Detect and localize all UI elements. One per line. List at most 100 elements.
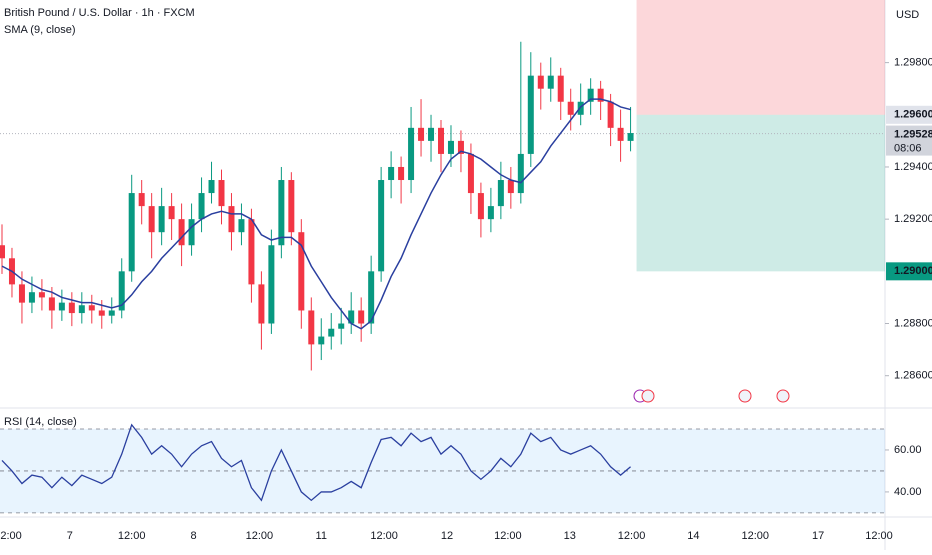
event-icon[interactable] — [776, 389, 790, 403]
sma-line — [1, 98, 631, 330]
candle-body — [328, 328, 335, 337]
candle-body — [527, 75, 534, 154]
x-tick-label: 12:00 — [246, 530, 274, 542]
candle-body — [408, 127, 415, 181]
candle-body — [447, 140, 454, 154]
candle-body — [418, 127, 425, 141]
currency[interactable]: USD — [896, 9, 919, 21]
plot — [0, 0, 885, 371]
candle-body — [288, 180, 295, 233]
event-icons — [633, 389, 790, 403]
candle-body — [238, 219, 245, 233]
candle-body — [208, 180, 215, 194]
candle-body — [587, 88, 594, 102]
candle-body — [428, 127, 435, 141]
x-tick-label: 14 — [687, 530, 699, 542]
y-tick-label: 1.28600 — [894, 370, 932, 382]
candle-body — [507, 180, 514, 194]
y-tick-label: 1.28800 — [894, 317, 932, 329]
candle-body — [467, 153, 474, 194]
indicator-label: SMA (9, close) — [4, 24, 76, 36]
x-tick-label: 12:00 — [618, 530, 646, 542]
target-label: 1.29000 — [894, 265, 932, 277]
stop-zone — [636, 0, 885, 115]
candle-body — [457, 140, 464, 154]
candle-body — [58, 302, 65, 311]
x-tick-label: 12:00 — [0, 530, 22, 542]
x-tick-label: 12:00 — [118, 530, 146, 542]
candle-body — [188, 219, 195, 246]
candle-body — [388, 166, 395, 181]
candle-body — [278, 180, 285, 246]
target-label-box — [886, 262, 932, 281]
x-tick-label: 12:00 — [494, 530, 522, 542]
candle-body — [378, 180, 385, 272]
candle-body — [158, 206, 165, 233]
candle-body — [617, 127, 624, 141]
chart-title: British Pound / U.S. Dollar · 1h · FXCM — [4, 7, 195, 19]
candle-body — [248, 219, 255, 285]
candle-body — [577, 101, 584, 115]
countdown: 08:06 — [894, 142, 922, 154]
candle-body — [88, 305, 95, 311]
candle-body — [487, 206, 494, 220]
x-tick-label: 17 — [812, 530, 824, 542]
candle-body — [68, 302, 75, 314]
candle-body — [477, 193, 484, 220]
candle-body — [168, 206, 175, 220]
candle-body — [368, 271, 375, 324]
candle-body — [258, 284, 265, 324]
candle-body — [597, 88, 604, 102]
candle-body — [497, 180, 504, 207]
candle-body — [18, 284, 25, 303]
candle-body — [98, 310, 105, 316]
candle-body — [228, 206, 235, 233]
candle-body — [308, 310, 315, 345]
y-tick-label: 1.29400 — [894, 161, 932, 173]
event-icon[interactable] — [641, 389, 655, 403]
candle-body — [398, 166, 405, 181]
x-tick-label: 13 — [564, 530, 576, 542]
candle-body — [298, 232, 305, 311]
rsi-tick-label: 40.00 — [894, 486, 922, 498]
candle-body — [607, 101, 614, 128]
candle-body — [38, 292, 45, 298]
rsi-tick-label: 60.00 — [894, 444, 922, 456]
event-icon[interactable] — [738, 389, 752, 403]
candle-body — [268, 245, 275, 324]
x-tick-label: 8 — [190, 530, 196, 542]
candle-body — [358, 310, 365, 324]
entry-label: 1.29600 — [894, 109, 932, 121]
candle-body — [517, 153, 524, 194]
candle-body — [567, 101, 574, 115]
y-tick-label: 1.29200 — [894, 213, 932, 225]
x-tick-label: 12:00 — [865, 530, 893, 542]
candle-body — [128, 193, 135, 272]
x-tick-label: 12:00 — [742, 530, 770, 542]
candle-body — [108, 310, 115, 316]
candle-body — [198, 193, 205, 220]
candle-body — [348, 310, 355, 324]
candle-body — [338, 323, 345, 329]
candle-body — [148, 206, 155, 233]
candle-body — [547, 75, 554, 89]
rsi-label: RSI (14, close) — [4, 416, 77, 428]
target-zone — [636, 114, 885, 272]
candle-body — [138, 193, 145, 207]
x-tick-label: 12:00 — [370, 530, 398, 542]
candle-body — [28, 292, 35, 303]
last-price-label: 1.29528 — [894, 128, 932, 140]
candle-body — [318, 336, 325, 345]
candle-body — [0, 245, 5, 259]
rsi-line — [1, 423, 631, 502]
last-price-box — [886, 125, 932, 156]
entry-label-box — [886, 105, 932, 124]
x-tick-label: 7 — [67, 530, 73, 542]
candle-body — [48, 297, 55, 311]
candle-body — [218, 180, 225, 207]
y-tick-label: 1.29800 — [894, 57, 932, 69]
candle-body — [118, 271, 125, 311]
x-tick-label: 11 — [316, 530, 327, 542]
